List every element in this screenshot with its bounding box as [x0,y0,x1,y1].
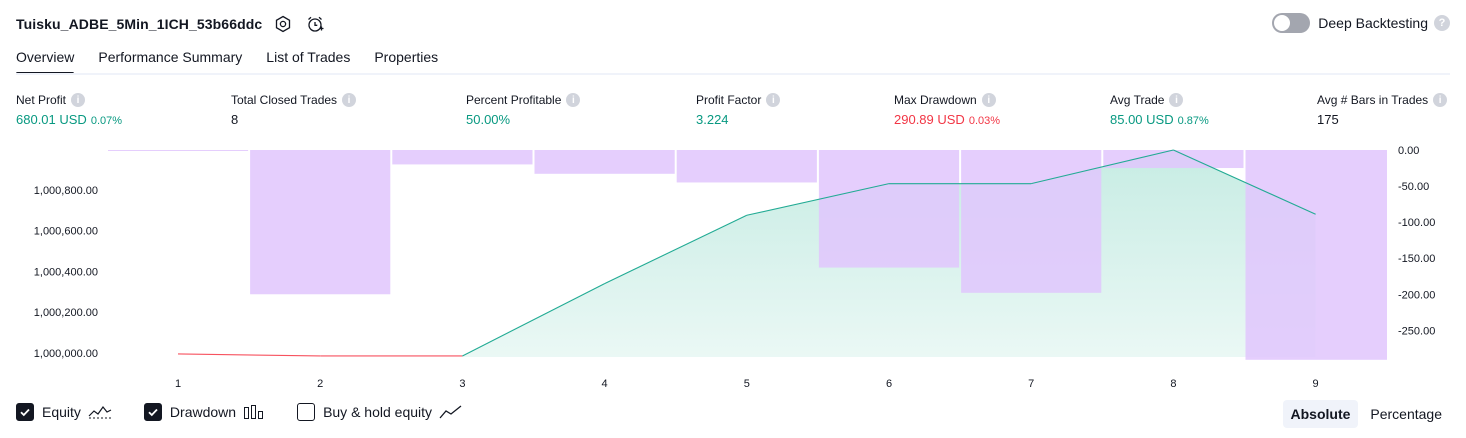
x-axis-tick: 9 [1313,378,1319,390]
x-axis-tick: 3 [459,378,465,390]
x-axis-tick: 4 [602,378,608,390]
right-axis-tick: -150.00 [1398,253,1435,265]
metric-value: 3.224 [696,112,729,127]
equity-line-segment [462,283,605,357]
deep-backtesting-toggle[interactable] [1272,13,1311,33]
drawdown-bar [250,150,391,295]
x-axis-tick: 1 [175,378,181,390]
alarm-add-icon[interactable] [304,13,326,35]
toggle-knob [1274,15,1291,31]
metric-avg-bars: Avg # Bars in Trades i 175 [1317,93,1448,127]
metric-value: 50.00% [466,112,511,127]
left-axis-tick: 1,000,000.00 [34,348,98,360]
gear-hex-icon[interactable] [272,13,294,35]
legend-drawdown[interactable]: Drawdown [143,403,265,421]
x-axis-tick: 8 [1170,378,1176,390]
metric-label: Avg # Bars in Trades [1317,93,1429,107]
metric-value: 85.00 USD [1110,112,1174,127]
buy-hold-line-icon [439,404,463,420]
metrics-row: Net Profit i 680.01 USD 0.07% Total Closed… [0,93,1466,133]
metric-value: 290.89 USD [894,112,965,127]
equity-line-segment [1173,149,1316,215]
help-icon[interactable]: ? [1434,15,1450,31]
drawdown-bar [392,150,533,165]
equity-drawdown-chart: 1,000,000.00 1,000,200.00 1,000,400.00 1,00… [34,145,1436,390]
x-axis-tick: 2 [317,378,323,390]
percentage-button[interactable]: Percentage [1370,406,1442,422]
help-icon[interactable]: i [1169,93,1184,107]
drawdown-bar [676,150,817,183]
help-icon[interactable]: i [1433,93,1448,107]
metric-max-drawdown: Max Drawdown i 290.89 USD 0.03% [894,93,1000,127]
metric-label: Total Closed Trades [231,93,338,107]
left-axis-tick: 1,000,600.00 [34,226,98,238]
drawdown-checkbox[interactable] [143,403,162,421]
strategy-header: Tuisku_ADBE_5Min_1ICH_53b66ddc [16,12,326,36]
right-axis-tick: -250.00 [1398,325,1435,337]
metric-value: 175 [1317,112,1339,127]
value-mode-switch: Absolute Percentage [1279,400,1451,428]
help-icon[interactable]: i [71,93,86,107]
strategy-title: Tuisku_ADBE_5Min_1ICH_53b66ddc [16,16,263,32]
metric-value: 680.01 USD [16,112,87,127]
legend-equity[interactable]: Equity [16,403,112,421]
metric-total-closed-trades: Total Closed Trades i 8 [231,93,357,127]
x-axis-tick: 5 [744,378,750,390]
tab-list-of-trades[interactable]: List of Trades [266,49,351,65]
legend-label: Buy & hold equity [323,404,433,420]
left-axis-tick: 1,000,800.00 [34,185,98,197]
chart-legend: Equity Drawdown Buy & hold equity [16,403,495,421]
tab-properties[interactable]: Properties [374,49,439,65]
drawdown-bar [534,150,675,174]
legend-label: Equity [42,404,81,420]
drawdown-bar [108,150,249,151]
equity-line-segment [177,353,321,357]
x-axis-tick: 7 [1028,378,1034,390]
metric-pct: 0.87% [1177,115,1209,127]
metric-avg-trade: Avg Trade i 85.00 USD 0.87% [1110,93,1209,127]
metric-pct: 0.07% [90,115,123,127]
drawdown-bar [961,150,1102,293]
left-axis-tick: 1,000,400.00 [34,266,98,278]
drawdown-bar [1103,150,1244,169]
help-icon[interactable]: i [981,93,996,107]
tabs-divider [16,73,1450,75]
drawdown-bar [818,150,960,268]
deep-backtesting: Deep Backtesting ? [1272,13,1450,33]
drawdown-bar [1245,150,1387,360]
help-icon[interactable]: i [766,93,781,107]
right-axis-tick: 0.00 [1398,145,1419,157]
equity-line-icon [88,404,112,420]
metric-label: Net Profit [16,93,67,107]
right-axis-tick: -50.00 [1398,181,1429,193]
help-icon[interactable]: i [342,93,357,107]
left-axis-tick: 1,000,200.00 [34,307,98,319]
legend-buy-hold[interactable]: Buy & hold equity [297,403,463,421]
equity-line-segment [604,214,748,285]
equity-checkbox[interactable] [16,403,34,421]
drawdown-bars-icon [243,404,265,420]
metric-net-profit: Net Profit i 680.01 USD 0.07% [16,93,122,127]
tab-performance-summary[interactable]: Performance Summary [98,49,243,65]
legend-label: Drawdown [169,404,237,420]
metric-label: Avg Trade [1110,93,1165,107]
buy-hold-checkbox[interactable] [297,403,316,421]
metric-pct: 0.03% [968,115,1001,127]
metric-profit-factor: Profit Factor i 3.224 [696,93,781,127]
equity-line-segment [746,183,890,216]
equity-line-segment [1031,149,1174,185]
metric-label: Profit Factor [696,93,762,107]
x-axis-tick: 6 [886,378,892,390]
metric-label: Max Drawdown [894,93,977,107]
right-axis-tick: -200.00 [1398,289,1435,301]
tab-bar: Overview Performance Summary List of Tra… [16,44,462,75]
right-axis-tick: -100.00 [1398,217,1435,229]
deep-backtesting-label: Deep Backtesting [1318,15,1428,31]
help-icon[interactable]: i [566,93,581,107]
tab-overview[interactable]: Overview [16,44,75,75]
metric-value: 8 [231,112,239,127]
metric-label: Percent Profitable [466,93,562,107]
metric-percent-profitable: Percent Profitable i 50.00% [466,93,581,127]
absolute-button[interactable]: Absolute [1282,400,1359,428]
